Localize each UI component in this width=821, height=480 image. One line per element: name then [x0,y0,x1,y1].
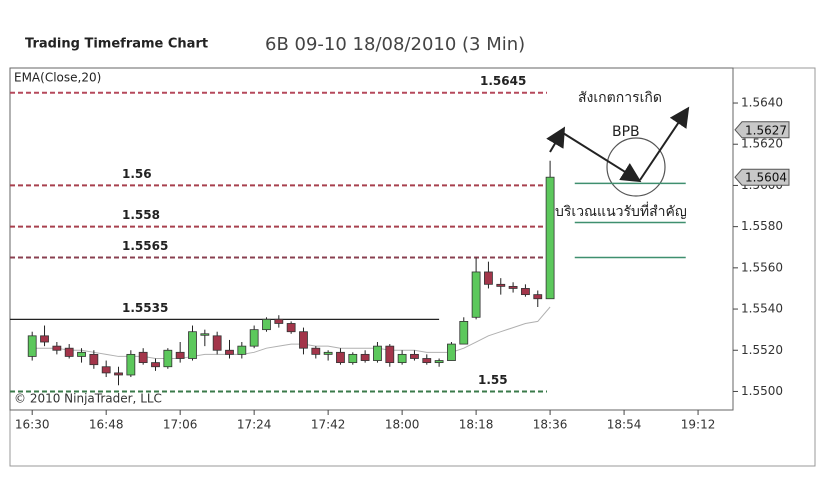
y-tick-label: 1.5580 [741,219,783,233]
x-tick-label: 16:30 [15,418,50,432]
candle-body [471,271,481,318]
x-tick-label: 17:42 [311,418,346,432]
candle-body [212,335,222,351]
annotation: สังเกตการเกิด [578,90,662,106]
price-marker-label: 1.5627 [745,123,787,137]
candle-body [138,351,148,364]
candle-body [397,353,407,364]
candle-body [40,335,49,343]
level-label: 1.558 [122,208,160,222]
level-label: 1.55 [478,373,508,387]
arrow [639,106,690,181]
candle-body [249,329,259,347]
candle-body [385,345,395,364]
candle-body [459,321,469,345]
candle-body [163,349,173,368]
candle-body [373,345,382,361]
candle-body [64,347,74,357]
candle-body [533,294,543,300]
candle-body [77,351,86,357]
candle-body [410,353,419,359]
y-tick-label: 1.5500 [741,384,783,398]
candle-body [274,318,284,324]
price-marker [734,121,790,139]
candle-body [101,366,111,374]
candle-body [114,372,123,376]
candle-body [237,345,247,355]
candle-body [151,362,160,368]
candle-body [422,358,432,364]
arrow [546,126,566,153]
candle-body [434,360,444,364]
x-tick-label: 18:00 [385,418,420,432]
chart-subtitle: 6B 09-10 18/08/2010 (3 Min) [265,34,525,55]
candle-body [126,353,136,376]
candle-body [52,345,62,351]
level-label: 1.5645 [480,74,526,88]
candle-body [336,351,345,364]
candle-body [545,176,555,300]
indicator-label: EMA(Close,20) [14,71,101,85]
candle-body [27,335,37,357]
candle-body [484,271,493,285]
y-tick-label: 1.5640 [741,96,783,110]
candle-body [323,351,333,355]
candle-body [175,351,185,359]
x-tick-label: 16:48 [89,418,124,432]
candle-body [496,283,506,287]
candle-body [200,333,210,336]
copyright: © 2010 NinjaTrader, LLC [14,392,162,406]
candle-body [447,343,456,361]
price-marker [734,168,790,186]
candle-body [188,331,197,359]
candle-body [311,347,321,355]
x-tick-label: 17:06 [163,418,198,432]
y-tick-label: 1.5520 [741,343,783,357]
annotation: BPB [612,124,640,140]
y-tick-label: 1.5560 [741,260,783,274]
chart-title: Trading Timeframe Chart [25,37,208,52]
x-tick-label: 18:54 [607,418,642,432]
candle-body [360,353,370,361]
candle-body [299,331,308,349]
price-marker-label: 1.5604 [745,171,787,185]
annotation: บริเวณแนวรับที่สำคัญ [555,202,687,220]
x-tick-label: 18:36 [533,418,568,432]
candle-body [262,318,271,331]
level-label: 1.56 [122,167,152,181]
x-tick-label: 17:24 [237,418,272,432]
candle-body [89,353,99,366]
y-tick-label: 1.5620 [741,137,783,151]
ema-line [32,306,551,359]
outer-frame [9,67,816,467]
plot-frame [9,67,734,411]
x-tick-label: 18:18 [459,418,494,432]
level-label: 1.5565 [122,239,168,253]
candle-body [286,323,296,333]
candle-body [508,285,518,289]
candle-body [348,353,358,364]
x-tick-label: 19:12 [681,418,716,432]
candle-body [521,288,530,296]
y-tick-label: 1.5540 [741,302,783,316]
arrow [562,132,642,183]
highlight-circle [606,137,666,197]
candle-body [225,349,234,355]
level-label: 1.5535 [122,301,168,315]
